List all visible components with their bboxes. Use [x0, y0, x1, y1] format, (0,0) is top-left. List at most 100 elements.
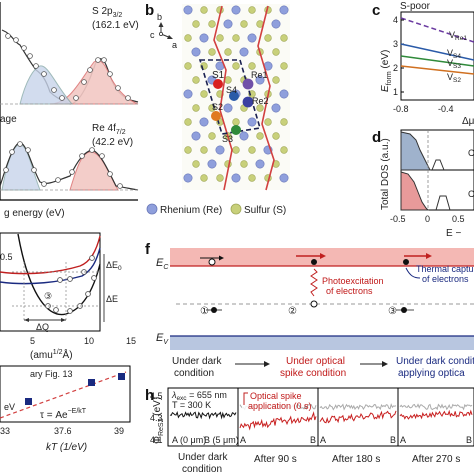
sulfur-atom	[272, 132, 280, 140]
series-vs4-label: VS4	[447, 48, 461, 60]
position-b-label: B (5 μm)	[204, 435, 239, 445]
step-1: ①	[200, 306, 209, 317]
sulfur-atom	[208, 48, 216, 56]
c-ytick-3: 3	[393, 39, 398, 49]
dos-lower	[400, 171, 430, 211]
sulfur-atom	[240, 20, 248, 28]
sulfur-atom	[200, 90, 208, 98]
rhenium-atom	[255, 159, 265, 169]
sulfur-atom	[184, 118, 192, 126]
site-s1-label: S1	[212, 70, 225, 81]
rhenium-atom	[207, 159, 217, 169]
seg-b-2: B	[390, 435, 396, 445]
seg-b-3: B	[466, 435, 472, 445]
s-component-blue	[19, 65, 74, 105]
sulfur-atom	[272, 76, 280, 84]
g-xtick-1: 33	[0, 426, 10, 436]
c-ytick-4: 4	[393, 15, 398, 25]
panel-a-age-label: age	[0, 114, 17, 125]
highlighted-sites	[211, 78, 254, 135]
rhenium-atom	[191, 131, 201, 141]
sulfur-atom	[248, 6, 256, 14]
panel-h: h ΦReS2 (eV) 4.5 4.3 4.1 λexc = 655 nm T…	[145, 387, 474, 474]
rhenium-atom	[279, 5, 289, 15]
thermal-capture-label-2: of electrons	[422, 274, 469, 284]
position-a-label: A (0 μm)	[172, 435, 206, 445]
trace-gray-180s	[319, 403, 397, 411]
sulfur-atom	[264, 118, 272, 126]
e-xtick-2: 10	[84, 336, 94, 346]
panel-a: S 2p3/2 (162.1 eV) age Re 4f7/2 (42.2 eV…	[0, 2, 139, 219]
c-xtick-2: -0.4	[438, 104, 454, 114]
c-xtick-1: -0.8	[393, 104, 409, 114]
seg-a-2: A	[320, 435, 326, 445]
rhenium-atom	[255, 75, 265, 85]
panel-f-label: f	[145, 241, 151, 258]
re-peak-energy: (42.2 eV)	[92, 137, 133, 148]
rhenium-atom	[215, 145, 225, 155]
sulfur-atom	[216, 174, 224, 182]
sulfur-atom	[232, 118, 240, 126]
lambda-label: λexc = 655 nm	[171, 390, 227, 402]
series-vs3-label: VS3	[447, 58, 461, 70]
rhenium-atom	[183, 5, 193, 15]
rhenium-atom	[223, 19, 233, 29]
sulfur-atom	[208, 132, 216, 140]
sulfur-atom	[184, 34, 192, 42]
condition-3-line2: applying optica	[398, 368, 465, 379]
rhenium-atom	[199, 33, 209, 43]
sulfur-atom	[232, 146, 240, 154]
sulfur-atom	[208, 20, 216, 28]
sulfur-atom	[232, 62, 240, 70]
photoexcitation-label-2: of electrons	[326, 286, 373, 296]
panel-h-label: h	[145, 387, 154, 404]
sulfur-atom	[256, 132, 264, 140]
h-caption-4: After 270 s	[412, 454, 460, 465]
c-ytick-2: 2	[393, 63, 398, 73]
step-2: ②	[288, 306, 297, 317]
re-peak-label: Re 4f7/2	[92, 123, 126, 136]
rhenium-atom	[239, 131, 249, 141]
sulfur-atom	[248, 146, 256, 154]
sulfur-atom	[200, 174, 208, 182]
panel-f: f EC EV ① ② Photoexcitation of electrons…	[145, 241, 474, 379]
delta-q-label: ΔQ	[36, 322, 49, 332]
site-s4-label: S4	[226, 85, 237, 95]
ev-label: EV	[156, 332, 169, 346]
panel-e-xlabel: (amu1/2Å)	[30, 348, 73, 361]
panel-e: ΔQ ③ ΔE0 ΔE 0.5 5 10 15 (amu1/2Å)	[0, 232, 136, 361]
site-re1-label: Re1	[251, 70, 268, 80]
axis-b-label: b	[157, 12, 162, 22]
photoexcitation-label-1: Photoexcitation	[322, 276, 384, 286]
h-ytick-1: 4.5	[150, 391, 163, 401]
h-caption-1-line1: Under dark	[178, 452, 228, 463]
seg-a-1: A	[240, 435, 246, 445]
sulfur-atom	[200, 146, 208, 154]
spike-label-2: application (0 s)	[248, 401, 312, 411]
unit-cell	[198, 59, 262, 135]
sulfur-atom	[224, 48, 232, 56]
d-xtick-3: 0.5	[452, 214, 465, 224]
axis-a-label: a	[172, 40, 177, 50]
h-ytick-3: 4.1	[150, 435, 163, 445]
formation-energy-lines	[400, 17, 474, 75]
rhenium-atom	[247, 117, 257, 127]
axis-c-label: c	[150, 30, 155, 40]
panel-d-xlabel: E −	[446, 228, 461, 239]
s-peak-energy: (162.1 eV)	[92, 20, 139, 31]
panel-d-label: d	[372, 129, 381, 146]
panel-d-ylabel: Total DOS (a.u.)	[380, 138, 391, 210]
trace-red-90s	[239, 411, 317, 431]
g-xtick-2: 37.6	[54, 426, 72, 436]
g-formula: τ = Ae−E/kT	[40, 408, 87, 421]
rhenium-atom	[183, 89, 193, 99]
rhenium-atom	[247, 33, 257, 43]
sulfur-atom	[232, 34, 240, 42]
site-re2-label: Re2	[252, 96, 269, 106]
valence-band	[170, 336, 474, 350]
bond-lines	[213, 5, 275, 191]
trace-red-180s	[319, 410, 397, 424]
e-curve-blue	[0, 247, 101, 285]
rhenium-atom	[183, 173, 193, 183]
